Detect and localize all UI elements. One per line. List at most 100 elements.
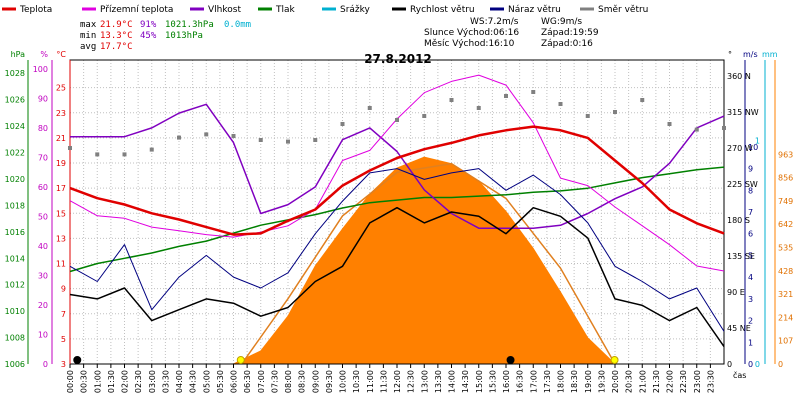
tick-label-radiation: 428: [778, 267, 793, 276]
tick-label-celsius: 7: [61, 310, 66, 319]
x-tick-label: 01:30: [107, 370, 116, 393]
stat-max-press: 1021.3hPa: [165, 20, 214, 30]
x-tick-label: 01:00: [93, 370, 102, 393]
x-tick-label: 10:30: [352, 370, 361, 393]
wind-direction-point: [722, 126, 726, 130]
stat-min-label: min: [80, 31, 96, 41]
axis-unit-hpa: hPa: [11, 50, 26, 59]
marker-sunset: [610, 356, 619, 364]
wind-direction-point: [531, 90, 536, 94]
x-tick-label: 22:30: [679, 370, 688, 393]
wind-direction-point: [95, 152, 100, 157]
stat-max-hum: 91%: [140, 20, 157, 30]
wind-direction-point: [476, 106, 481, 110]
x-tick-label: 10:00: [339, 370, 348, 393]
tick-label-radiation: 856: [778, 174, 793, 183]
tick-label-radiation: 963: [778, 150, 793, 159]
tick-label-hpa: 1022: [5, 149, 25, 158]
x-tick-label: 23:00: [693, 370, 702, 393]
tick-label-percent: 60: [38, 183, 48, 192]
x-tick-label: 04:30: [189, 370, 198, 393]
tick-label-hpa: 1028: [5, 69, 25, 78]
wind-direction-point: [149, 147, 154, 152]
tick-label-radiation: 321: [778, 290, 793, 299]
tick-label-hpa: 1010: [5, 307, 25, 316]
x-tick-label: 02:30: [134, 370, 143, 393]
tick-label-direction: 135 SE: [727, 252, 755, 261]
tick-label-wind: 6: [748, 230, 753, 239]
tick-label-hpa: 1020: [5, 175, 25, 184]
tick-label-direction: 225 SW: [727, 180, 758, 189]
tick-label-celsius: 5: [61, 335, 66, 344]
tick-label-hpa: 1006: [5, 360, 25, 369]
wind-direction-point: [122, 152, 127, 157]
x-tick-label: 02:00: [121, 370, 130, 393]
legend-label: Vlhkost: [208, 5, 241, 15]
tick-label-wind: 5: [748, 251, 753, 260]
series-wind-speed: [69, 206, 725, 348]
wind-direction-point: [286, 139, 290, 144]
info-sunset: Západ:19:59: [541, 28, 599, 38]
wind-direction-point: [231, 134, 236, 138]
x-tick-label: 07:00: [257, 370, 266, 393]
tick-label-direction: 0: [727, 360, 732, 369]
x-tick-label: 19:00: [584, 370, 593, 393]
tick-label-percent: 20: [38, 301, 48, 310]
markers: [73, 356, 619, 364]
x-tick-label: 09:00: [311, 370, 320, 393]
x-tick-label: 16:00: [502, 370, 511, 393]
tick-label-celsius: 25: [56, 84, 66, 93]
marker-sunrise: [236, 356, 245, 364]
tick-label-percent: 80: [38, 124, 48, 133]
tick-label-wind: 2: [748, 317, 753, 326]
wind-direction-point: [367, 106, 372, 110]
stats-panel: max 21.9°C 91% 1021.3hPa 0.0mm min 13.3°C 45% 10…: [80, 20, 251, 52]
x-tick-label: 22:00: [666, 370, 675, 393]
x-tick-label: 21:00: [638, 370, 647, 393]
tick-label-hpa: 1026: [5, 96, 25, 105]
x-tick-label: 07:30: [270, 370, 279, 393]
tick-label-direction: 180 S: [727, 216, 750, 225]
tick-label-celsius: 19: [56, 159, 66, 168]
chart-title: 27.8.2012: [364, 52, 432, 66]
tick-label-hpa: 1014: [5, 254, 25, 263]
series-pressure: [69, 166, 725, 273]
x-tick-label: 23:30: [706, 370, 715, 393]
tick-label-celsius: 23: [56, 109, 66, 118]
x-tick-label: 03:00: [148, 370, 157, 393]
wind-direction-point: [204, 132, 209, 137]
info-ws: WS:7.2m/s: [470, 17, 519, 27]
stat-max-rain: 0.0mm: [224, 20, 251, 30]
wind-direction-point: [585, 114, 590, 118]
tick-label-radiation: 0: [778, 360, 783, 369]
wind-direction-point: [340, 122, 345, 126]
stat-max-label: max: [80, 20, 97, 30]
series-solar-radiation: [233, 156, 617, 365]
stat-min-hum: 45%: [140, 31, 157, 41]
tick-label-wind: 0: [748, 360, 753, 369]
tick-label-wind: 3: [748, 295, 753, 304]
x-tick-label: 14:30: [461, 370, 470, 393]
axis-unit-percent: %: [40, 50, 48, 59]
tick-label-percent: 90: [38, 94, 48, 103]
x-tick-label: 21:30: [652, 370, 661, 393]
x-tick-label: 08:30: [298, 370, 307, 393]
tick-label-hpa: 1018: [5, 201, 25, 210]
tick-label-celsius: 3: [61, 360, 66, 369]
tick-label-celsius: 21: [56, 134, 66, 143]
tick-label-direction: 360 N: [727, 72, 751, 81]
wind-direction-point: [504, 94, 508, 98]
tick-label-radiation: 535: [778, 243, 793, 252]
x-axis-unit: čas: [733, 370, 746, 380]
wind-direction-point: [667, 122, 672, 126]
tick-label-percent: 40: [38, 242, 48, 251]
wind-direction-point: [640, 98, 645, 102]
tick-label-wind: 4: [748, 273, 753, 282]
tick-label-percent: 100: [33, 65, 48, 74]
tick-label-percent: 0: [43, 360, 48, 369]
x-tick-label: 11:00: [366, 370, 375, 393]
wind-direction-point: [613, 110, 617, 114]
tick-label-percent: 30: [38, 271, 48, 280]
x-tick-label: 06:30: [243, 370, 252, 393]
tick-label-direction: 45 NE: [727, 324, 751, 333]
